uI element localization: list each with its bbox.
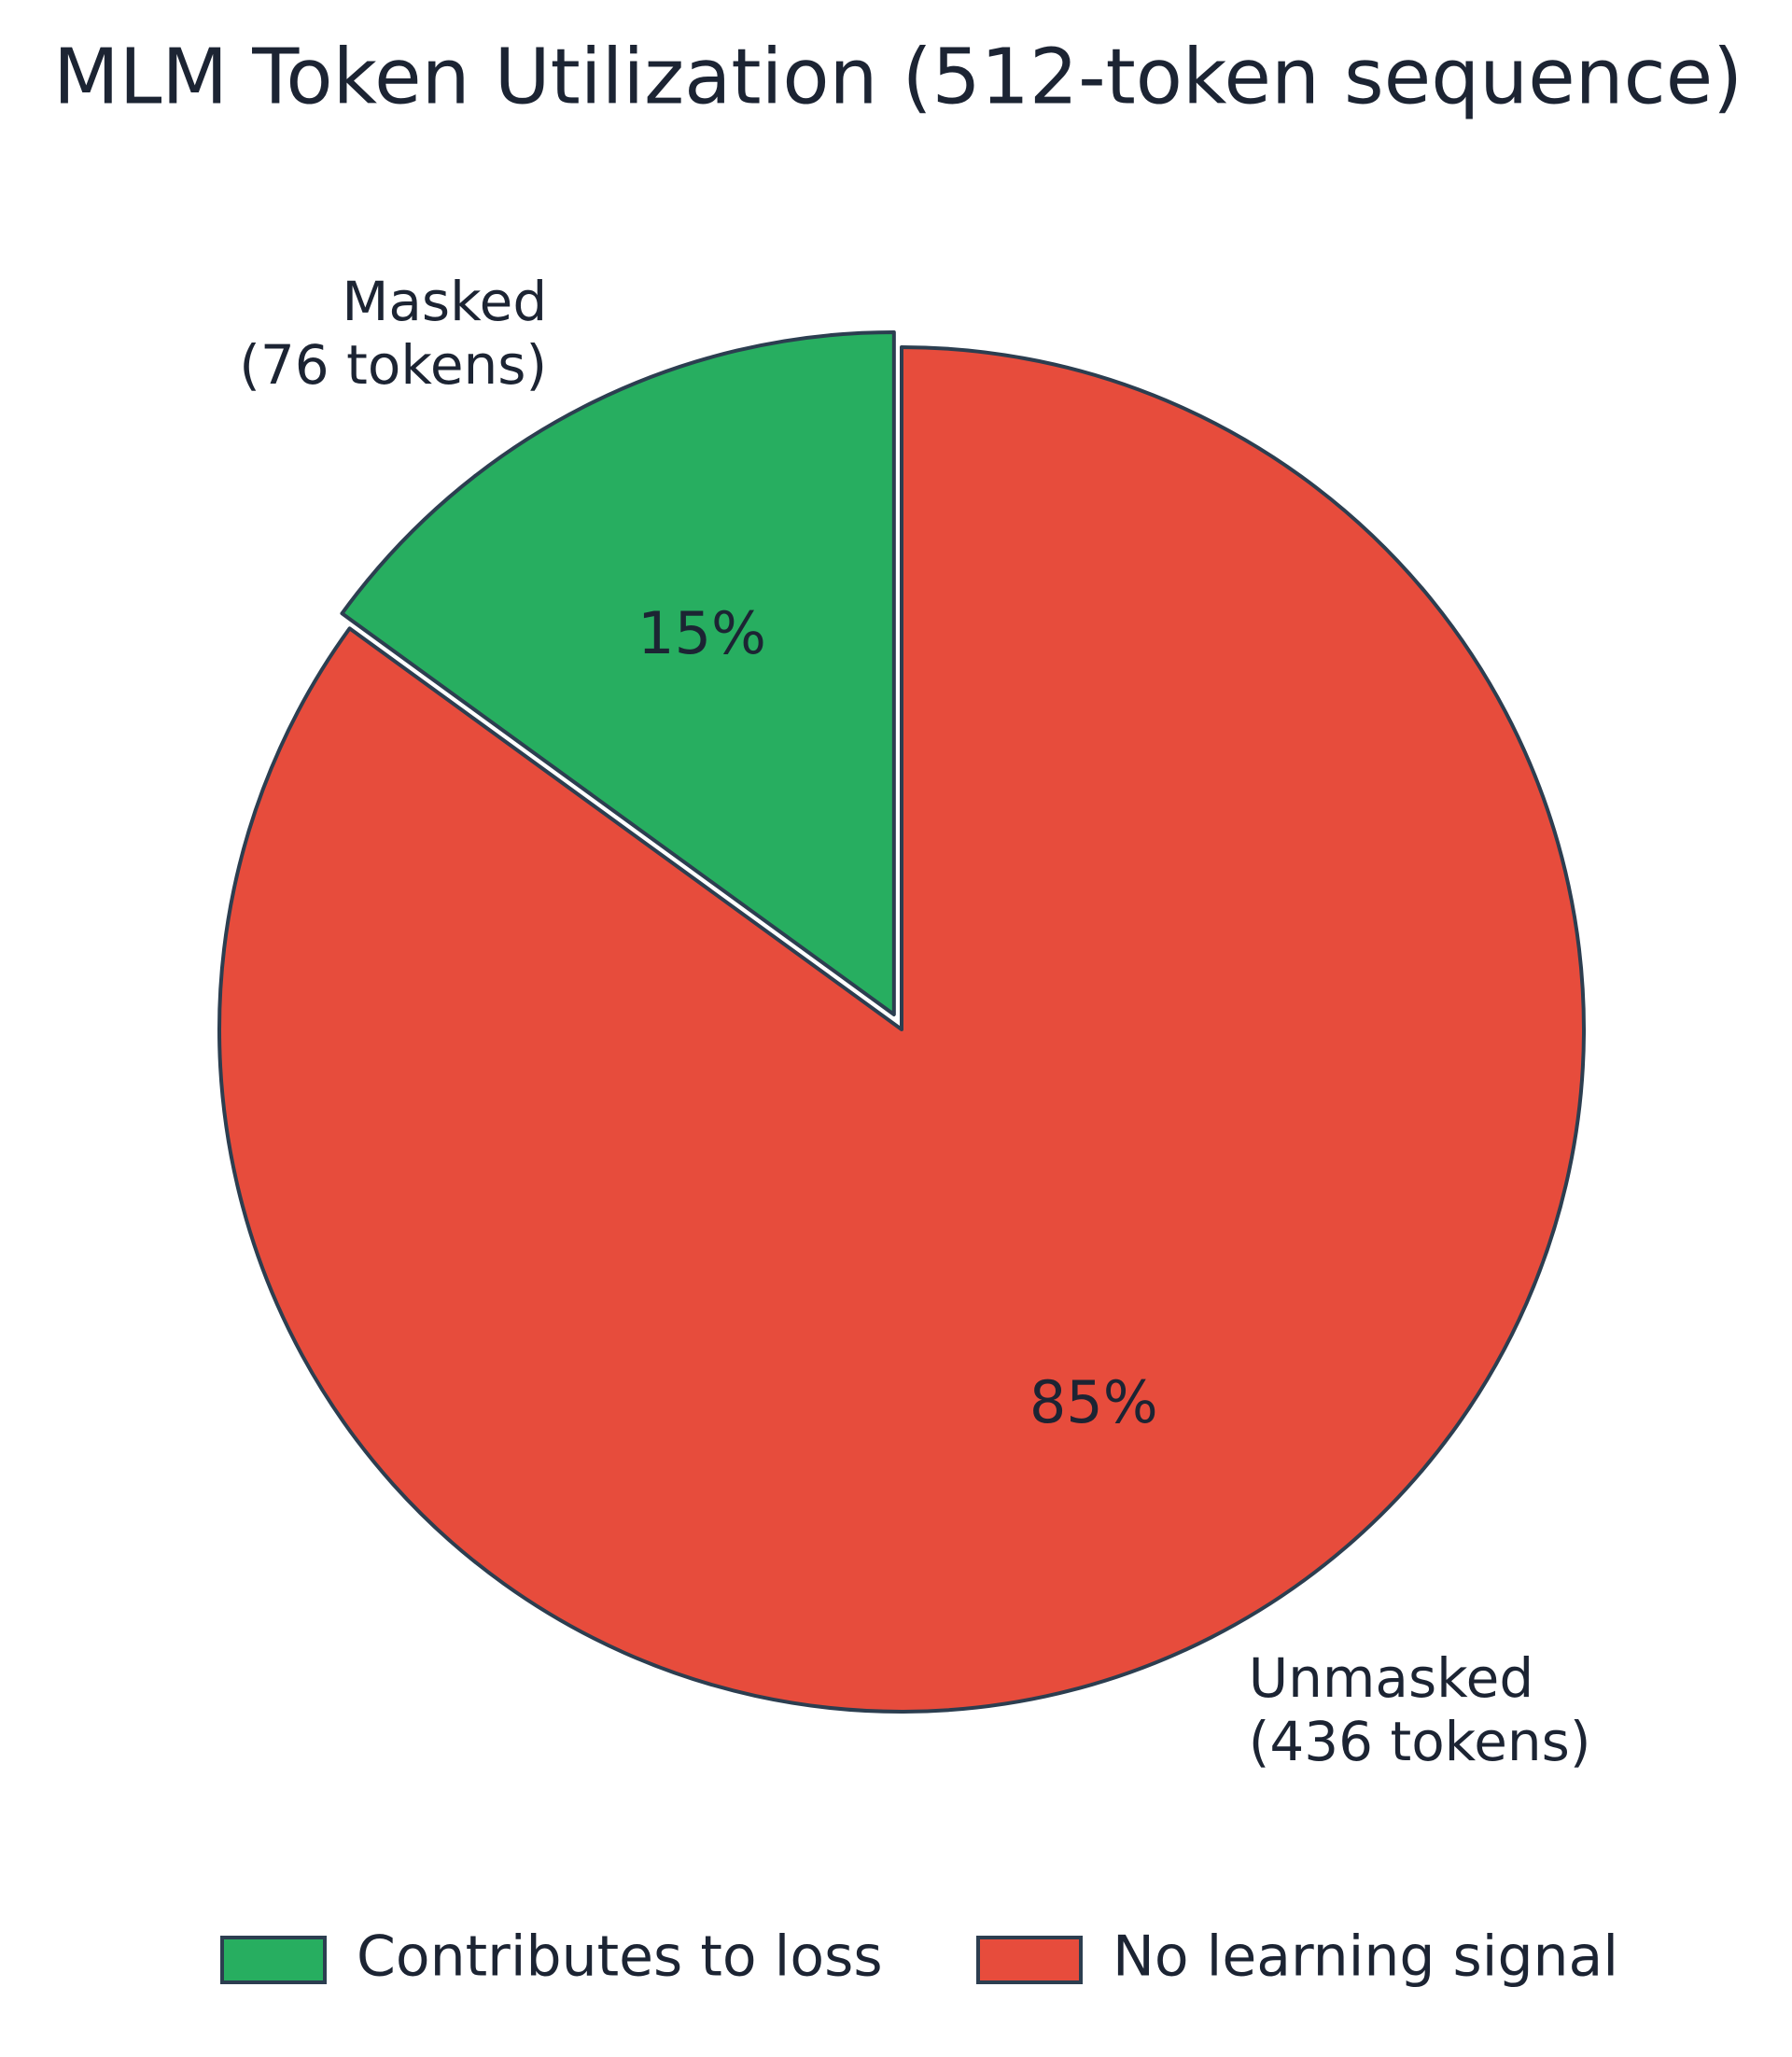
pie-slice [217, 345, 1586, 1714]
pie-slice [340, 329, 896, 1016]
chart-title: MLM Token Utilization (512-token sequenc… [53, 33, 1743, 121]
value-label: 15% [637, 599, 766, 667]
legend-swatch [976, 1936, 1083, 1984]
category-label: Masked (76 tokens) [239, 270, 548, 398]
legend-swatch [220, 1936, 327, 1984]
value-label: 85% [1029, 1368, 1158, 1436]
category-label: Unmasked (436 tokens) [1248, 1646, 1591, 1774]
legend-label: No learning signal [1113, 1924, 1618, 1990]
legend-label: Contributes to loss [357, 1924, 883, 1990]
